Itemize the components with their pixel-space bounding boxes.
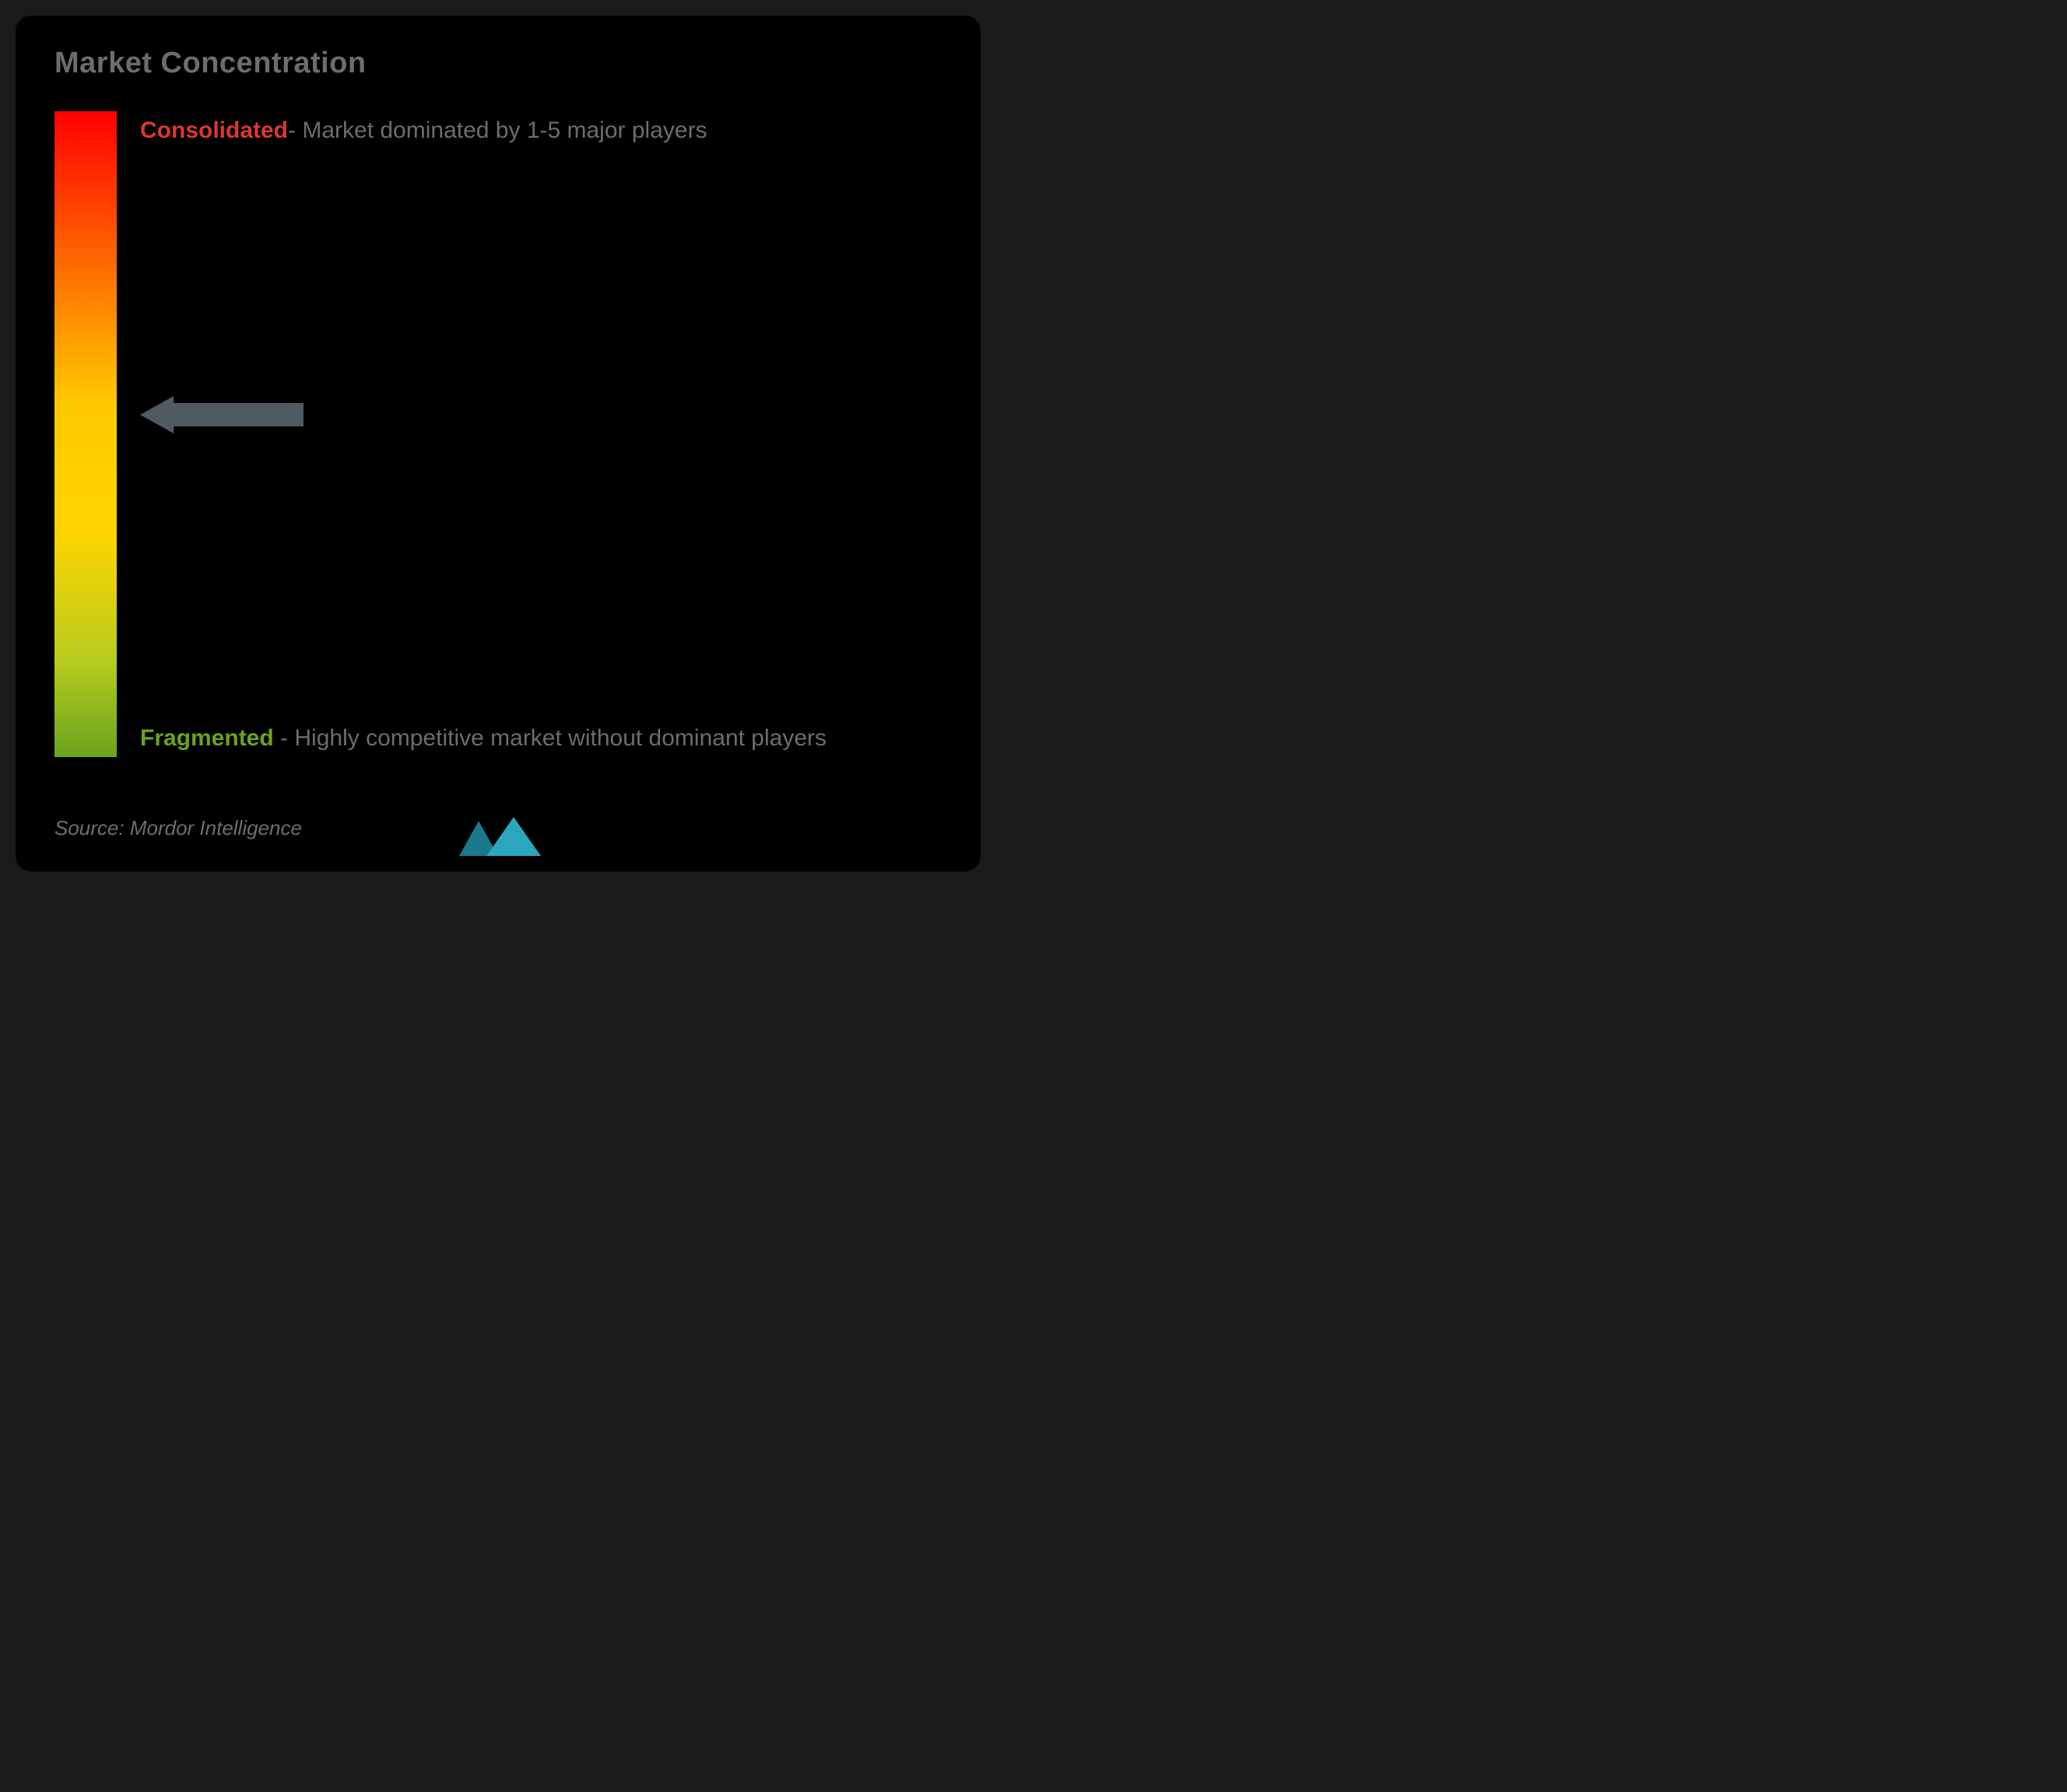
mordor-logo-icon (451, 817, 545, 860)
chart-title: Market Concentration (54, 47, 942, 80)
chart-body: Consolidated- Market dominated by 1-5 ma… (54, 111, 942, 757)
arrow-left-icon (140, 395, 304, 435)
fragmented-description: Highly competitive market without domina… (294, 725, 826, 751)
fragmented-label: Fragmented - Highly competitive market w… (140, 719, 911, 758)
position-arrow (140, 395, 304, 435)
consolidated-description: Market dominated by 1-5 major players (302, 117, 707, 143)
consolidated-separator: - (288, 117, 302, 143)
concentration-gradient-bar (54, 111, 117, 757)
consolidated-label: Consolidated- Market dominated by 1-5 ma… (140, 111, 911, 150)
consolidated-keyword: Consolidated (140, 117, 288, 143)
market-concentration-card: Market Concentration Consolidated- Marke… (16, 16, 981, 871)
brand-logo (451, 817, 545, 860)
labels-column: Consolidated- Market dominated by 1-5 ma… (140, 111, 942, 757)
fragmented-keyword: Fragmented (140, 725, 274, 751)
fragmented-separator: - (274, 725, 295, 751)
source-attribution: Source: Mordor Intelligence (54, 816, 302, 840)
